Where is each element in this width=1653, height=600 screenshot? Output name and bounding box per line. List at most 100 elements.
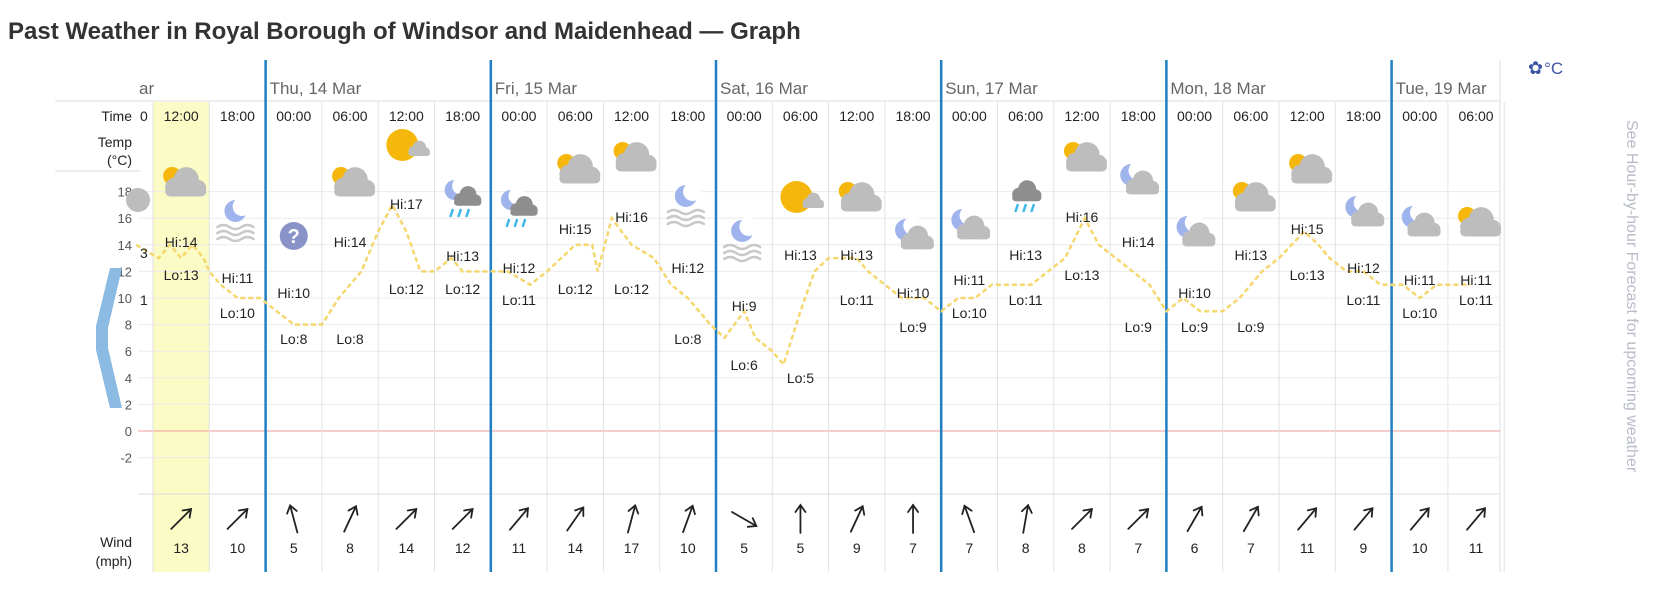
time-label: 18:00	[896, 108, 931, 124]
wind-direction-icon	[566, 506, 585, 532]
time-label: 06:00	[333, 108, 368, 124]
units-label: °C	[1544, 59, 1564, 78]
wind-direction-icon	[1466, 507, 1487, 531]
moon-rain-icon	[500, 187, 538, 228]
time-label: 06:00	[1008, 108, 1043, 124]
wind-speed-label: 6	[1191, 540, 1199, 556]
wind-speed-label: 7	[1134, 540, 1142, 556]
day-header: Fri, 15 Mar	[495, 79, 578, 98]
day-header: Mon, 18 Mar	[1170, 79, 1266, 98]
high-temp-label: Hi:16	[1066, 209, 1099, 225]
time-label: 12:00	[839, 108, 874, 124]
wind-direction-icon	[849, 504, 866, 533]
time-label: 18:00	[220, 108, 255, 124]
wind-speed-label: 13	[173, 540, 189, 556]
page-title: Past Weather in Royal Borough of Windsor…	[8, 18, 801, 45]
wind-direction-icon	[1297, 507, 1318, 531]
high-temp-label: Hi:11	[1460, 272, 1492, 288]
wind-speed-label: 7	[1247, 540, 1255, 556]
sun-icon	[780, 181, 824, 213]
low-temp-label: Lo:9	[1181, 319, 1208, 335]
wind-direction-icon	[509, 507, 529, 531]
low-temp-label-partial: 1	[140, 292, 148, 308]
low-temp-label: Lo:13	[1064, 267, 1099, 283]
time-label: 00:00	[1402, 108, 1437, 124]
wind-direction-icon	[451, 508, 474, 530]
time-label: 06:00	[1233, 108, 1268, 124]
wind-speed-label: 14	[567, 540, 583, 556]
low-temp-label: Lo:8	[336, 331, 363, 347]
cloud-icon-partial	[126, 188, 150, 212]
sun-icon	[386, 129, 430, 161]
high-temp-label: Hi:9	[732, 298, 757, 314]
y-tick-label: 14	[118, 238, 132, 253]
wind-direction-icon	[731, 511, 758, 528]
wind-direction-icon	[395, 508, 418, 530]
high-temp-label: Hi:15	[1291, 221, 1324, 237]
wind-direction-icon	[170, 508, 193, 530]
wind-direction-icon	[286, 503, 299, 534]
low-temp-label: Lo:8	[280, 331, 307, 347]
y-tick-label: 16	[118, 211, 132, 226]
sun-cloud-icon	[557, 154, 601, 184]
time-label: 06:00	[1459, 108, 1494, 124]
low-temp-label: Lo:11	[1009, 292, 1043, 308]
high-temp-label: Hi:13	[1235, 247, 1268, 263]
weather-graph: 181614121086420-2TimeTemp(°C)Wind(mph)ar…	[55, 60, 1505, 572]
wind-speed-label: 5	[290, 540, 298, 556]
high-temp-label-partial: 3	[140, 245, 148, 261]
wind-row-label: Wind	[100, 534, 132, 550]
gear-icon[interactable]: ✿	[1528, 58, 1544, 78]
time-label: 00:00	[276, 108, 311, 124]
chevron-left-icon[interactable]	[96, 268, 122, 408]
time-label: 00:00	[501, 108, 536, 124]
units-toggle[interactable]: ✿°C	[1528, 58, 1563, 79]
high-temp-label: Hi:12	[1347, 260, 1380, 276]
wind-speed-label: 8	[346, 540, 354, 556]
wind-speed-label: 8	[1022, 540, 1030, 556]
time-label: 18:00	[670, 108, 705, 124]
day-header: Sun, 17 Mar	[945, 79, 1038, 98]
svg-text:?: ?	[288, 226, 300, 248]
time-label: 12:00	[614, 108, 649, 124]
high-temp-label: Hi:10	[1178, 285, 1211, 301]
high-temp-label: Hi:13	[1009, 247, 1042, 263]
wind-speed-label: 17	[624, 540, 640, 556]
wind-speed-label: 8	[1078, 540, 1086, 556]
sun-cloud-icon	[1063, 142, 1107, 172]
time-label: 00:00	[727, 108, 762, 124]
unknown-icon: ?	[279, 222, 308, 250]
wind-direction-icon	[1409, 507, 1430, 531]
day-header: Sat, 16 Mar	[720, 79, 808, 98]
hour-by-hour-forecast-link[interactable]: See Hour-by-hour Forecast for upcoming w…	[1623, 120, 1640, 473]
wind-direction-icon	[907, 503, 919, 534]
y-tick-label: -2	[120, 451, 132, 466]
time-label: 00:00	[1177, 108, 1212, 124]
wind-speed-label: 10	[680, 540, 696, 556]
time-label: 18:00	[1346, 108, 1381, 124]
high-temp-label: Hi:12	[672, 260, 705, 276]
wind-speed-label: 9	[853, 540, 861, 556]
high-temp-label: Hi:10	[897, 285, 930, 301]
low-temp-label: Lo:9	[899, 319, 926, 335]
sun-cloud-icon	[838, 182, 882, 212]
y-tick-label: 2	[125, 397, 132, 412]
high-temp-label: Hi:12	[503, 260, 536, 276]
moon-cloud-icon	[1345, 193, 1385, 227]
moon-cloud-icon	[1401, 203, 1441, 237]
wind-direction-icon	[627, 503, 640, 534]
low-temp-label: Lo:13	[1290, 267, 1325, 283]
wind-direction-icon	[1186, 505, 1204, 533]
wind-speed-label: 11	[1469, 540, 1484, 556]
wind-direction-icon	[1242, 505, 1260, 533]
temp-unit-label: (°C)	[107, 152, 132, 168]
day-header: Thu, 14 Mar	[270, 79, 362, 98]
wind-speed-label: 11	[512, 540, 527, 556]
wind-unit-label: (mph)	[95, 553, 132, 569]
y-tick-label: 0	[125, 424, 132, 439]
high-temp-label: Hi:11	[222, 270, 254, 286]
wind-speed-label: 7	[909, 540, 917, 556]
low-temp-label: Lo:6	[731, 357, 758, 373]
moon-cloud-icon	[895, 216, 934, 250]
high-temp-label: Hi:11	[954, 272, 986, 288]
